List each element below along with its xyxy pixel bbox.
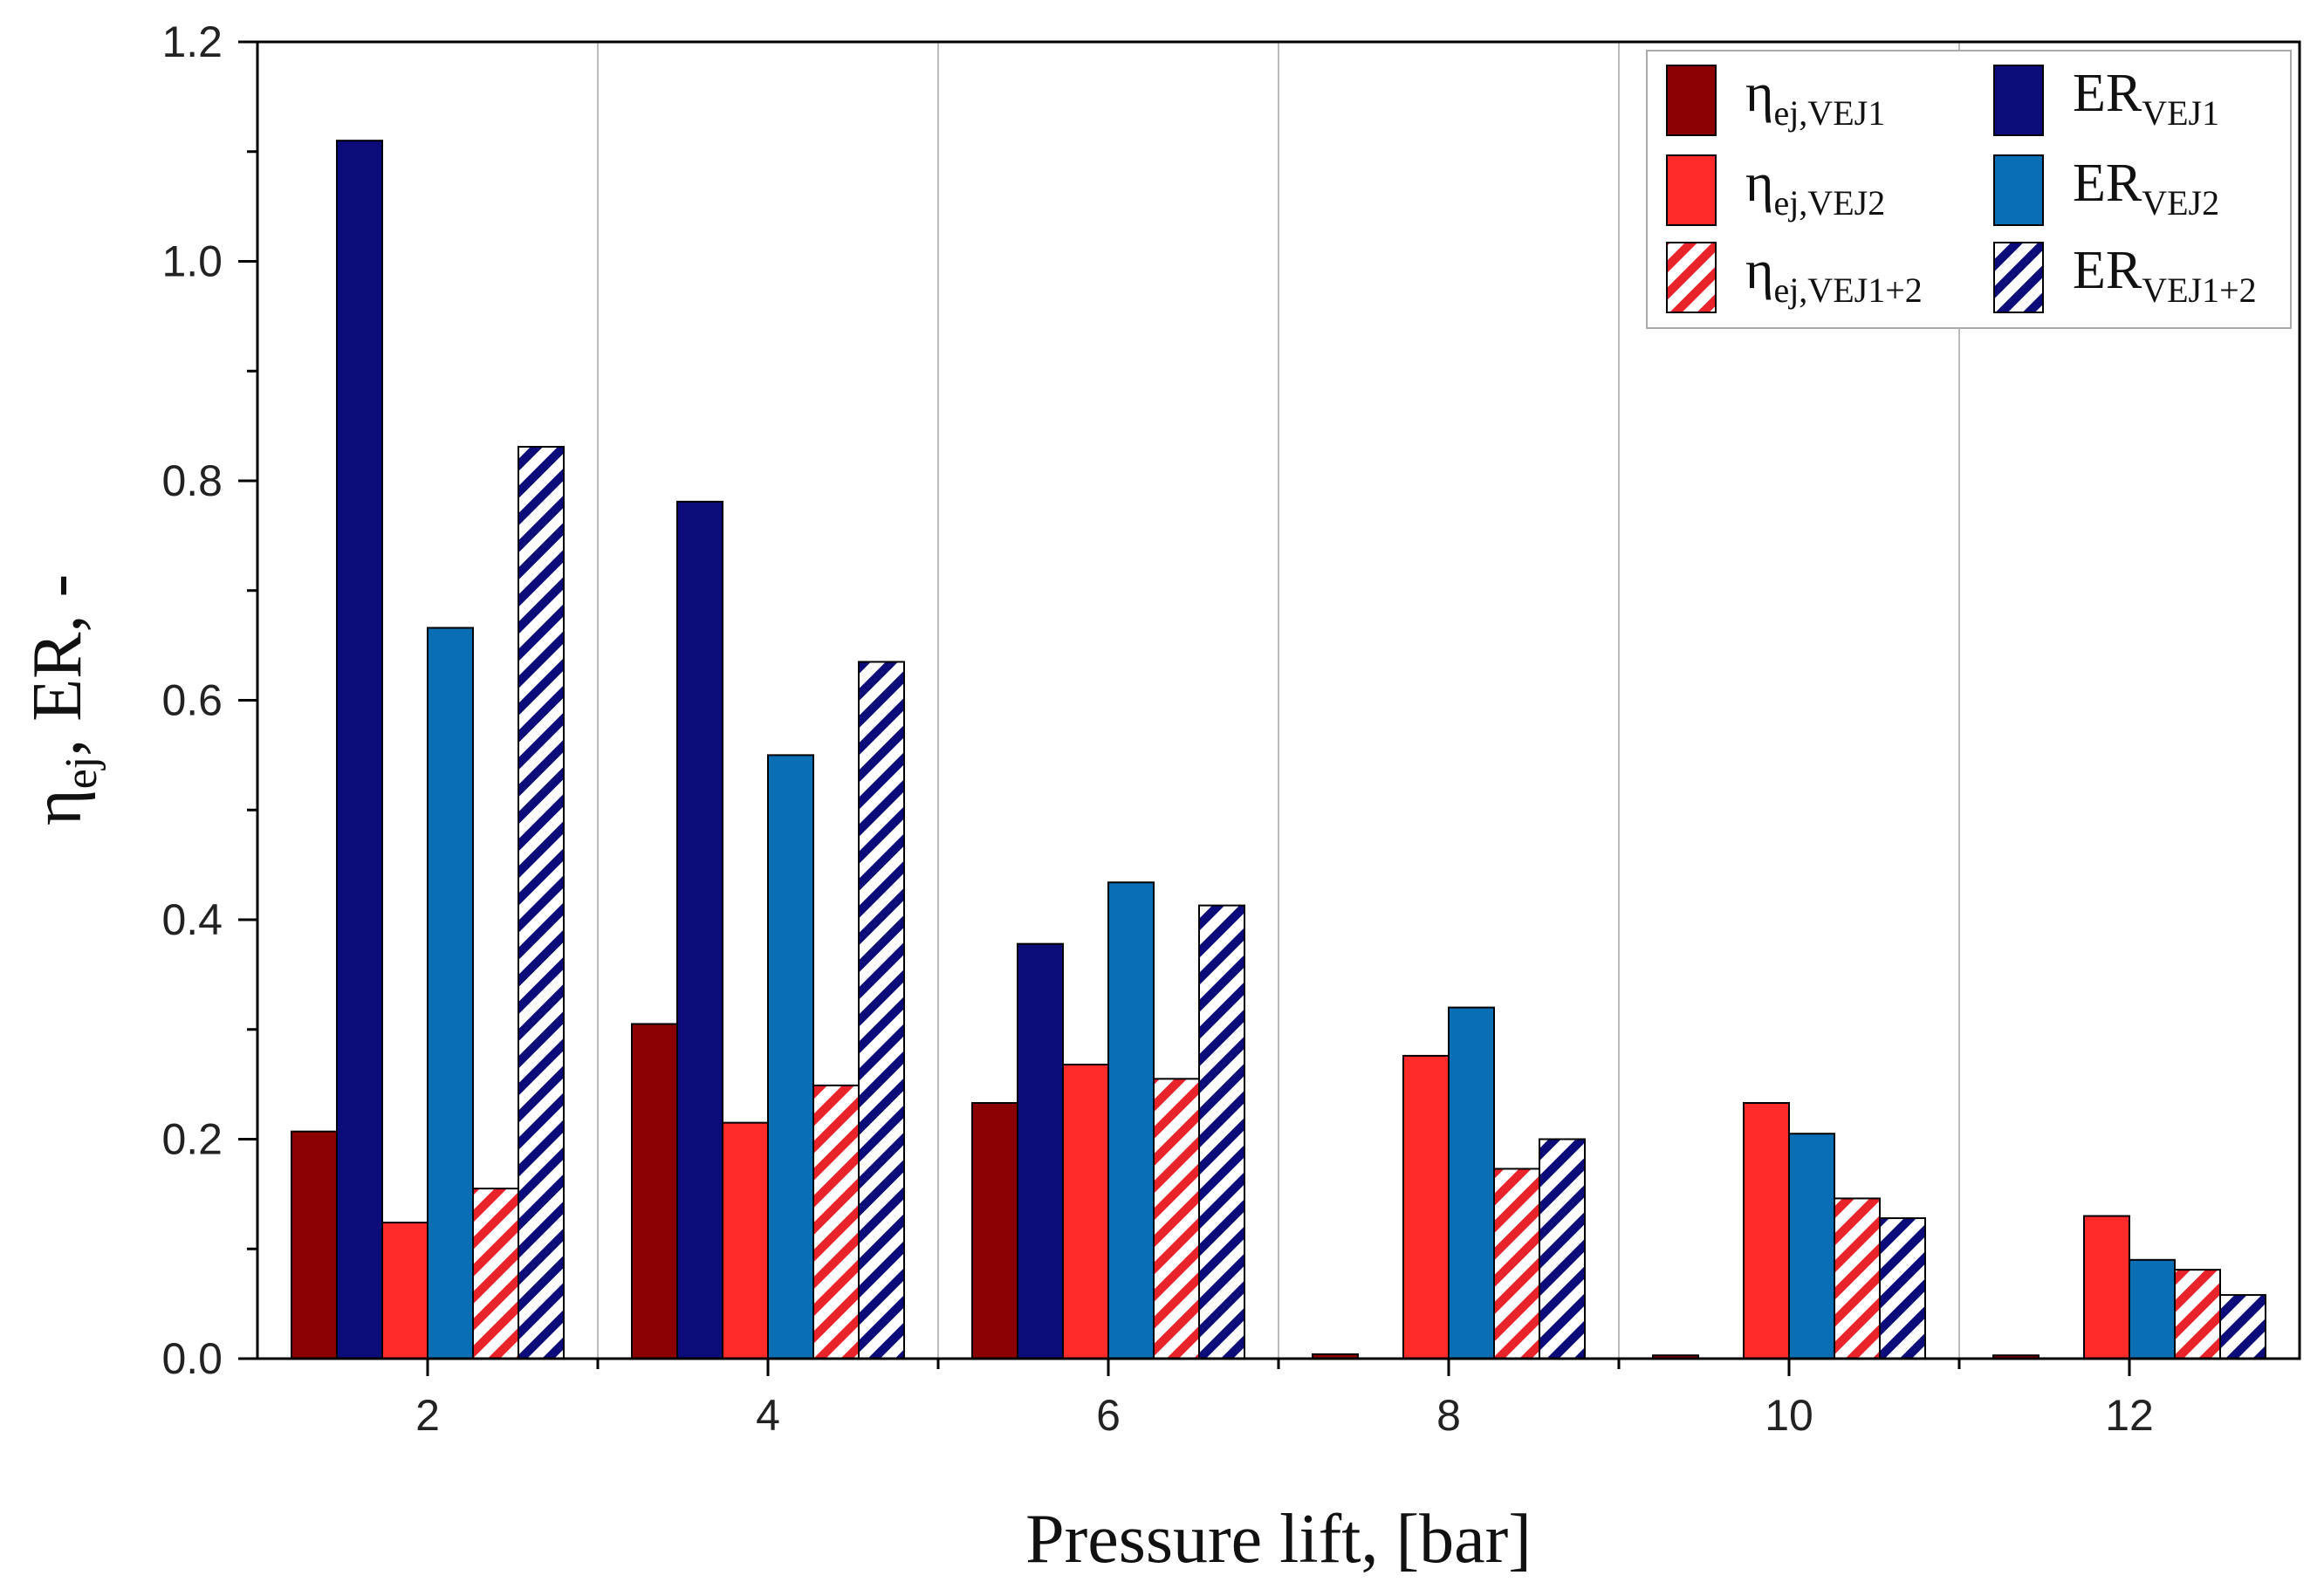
bar-6-6: [1198, 904, 1245, 1360]
legend-swatch: [1993, 154, 2044, 226]
y-axis-title-sub: ej: [57, 757, 106, 790]
legend-swatch: [1666, 65, 1717, 136]
bar-3-10: [1743, 1102, 1790, 1360]
bar-3-2: [381, 1222, 428, 1360]
y-tick-label: 0.2: [161, 1115, 223, 1164]
bar-3-12: [2083, 1215, 2130, 1360]
bar-2-4: [676, 500, 723, 1360]
y-axis-title-rest: , ER, -: [19, 574, 96, 757]
y-axis-title-main: η: [19, 789, 96, 825]
x-tick-label: 4: [756, 1391, 780, 1440]
x-axis-title: Pressure lift, [bar]: [1025, 1501, 1532, 1578]
y-tick-label: 0.8: [161, 456, 223, 505]
y-tick-label: 1.0: [161, 237, 223, 286]
bar-1-6: [971, 1102, 1018, 1360]
legend-label: ERVEJ1: [2073, 64, 2219, 133]
x-tick-label: 6: [1096, 1391, 1121, 1440]
legend-label: ERVEJ2: [2073, 154, 2219, 223]
bar-3-4: [722, 1121, 769, 1360]
bar-5-12: [2174, 1269, 2221, 1360]
bar-5-2: [472, 1188, 519, 1360]
bar-6-12: [2219, 1294, 2266, 1360]
x-tick-label: 10: [1765, 1391, 1813, 1440]
bar-4-4: [767, 754, 814, 1360]
bar-6-2: [518, 446, 565, 1360]
legend-label: ηej,VEJ2: [1745, 154, 1885, 223]
y-tick-label: 0.0: [161, 1334, 223, 1383]
bar-4-2: [427, 627, 474, 1360]
y-axis-title: ηej, ER, -: [19, 574, 106, 825]
bar-5-8: [1493, 1168, 1540, 1360]
legend-label: ERVEJ1+2: [2073, 241, 2257, 310]
x-tick-label: 12: [2105, 1391, 2154, 1440]
bar-5-6: [1153, 1078, 1200, 1360]
legend-label: ηej,VEJ1+2: [1745, 241, 1923, 310]
bar-4-6: [1107, 881, 1155, 1360]
legend-swatch: [1666, 154, 1717, 226]
bars: [291, 140, 2266, 1360]
bar-1-2: [291, 1130, 338, 1360]
legend-swatch: [1666, 242, 1717, 313]
bar-6-4: [858, 661, 905, 1360]
bar-3-6: [1062, 1063, 1109, 1360]
legend-label: ηej,VEJ1: [1745, 64, 1885, 133]
x-tick-label: 8: [1436, 1391, 1461, 1440]
bar-6-10: [1879, 1217, 1926, 1360]
bar-3-8: [1402, 1054, 1450, 1360]
x-tick-label: 2: [415, 1391, 440, 1440]
bar-4-8: [1448, 1006, 1495, 1360]
legend-swatch: [1993, 65, 2044, 136]
bar-5-10: [1834, 1197, 1881, 1360]
legend-swatch: [1993, 242, 2044, 313]
bar-1-4: [631, 1023, 678, 1360]
bar-5-4: [812, 1084, 860, 1360]
bar-2-2: [336, 140, 383, 1360]
y-tick-label: 1.2: [161, 17, 223, 66]
bar-6-8: [1539, 1138, 1586, 1360]
svg-text:ηej, ER, -: ηej, ER, -: [19, 574, 106, 825]
bar-2-6: [1017, 942, 1064, 1360]
y-axis: 0.0 0.2 0.4 0.6 0.8 1.0 1.2: [161, 17, 257, 1383]
y-tick-label: 0.6: [161, 676, 223, 725]
bar-4-12: [2129, 1258, 2176, 1360]
y-tick-label: 0.4: [161, 895, 223, 944]
x-axis: 2 4 6 8 10 12: [415, 1359, 2154, 1440]
bar-4-10: [1788, 1133, 1835, 1360]
legend-box: [1646, 50, 2292, 329]
legend: ηej,VEJ1 ηej,VEJ2 ηej,VEJ1+2 ERVEJ1 ERVEJ2 ER…: [1646, 50, 2292, 329]
